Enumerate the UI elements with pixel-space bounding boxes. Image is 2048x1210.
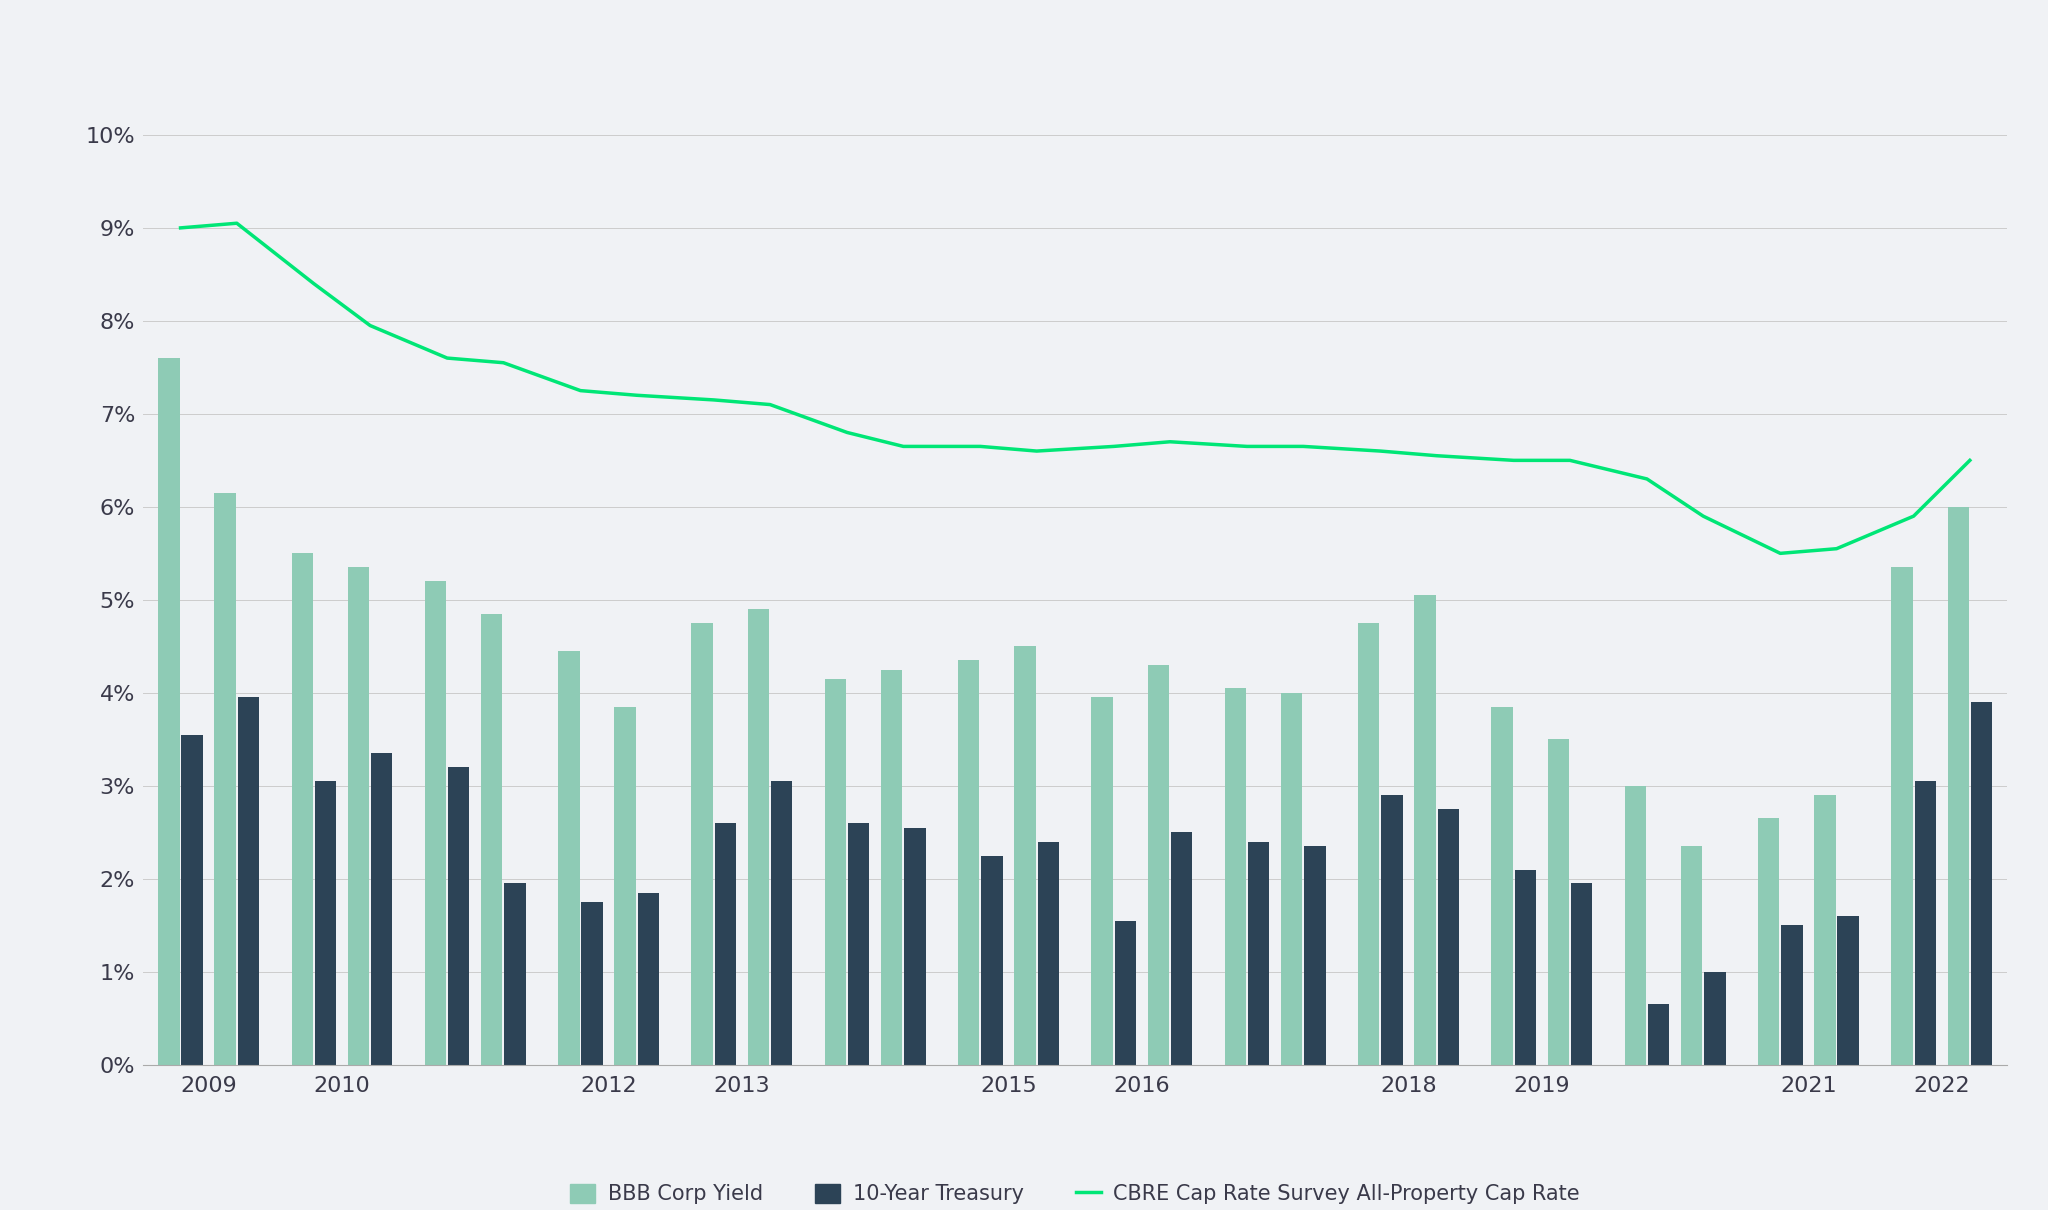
Bar bbox=[748, 609, 770, 1065]
Bar bbox=[1114, 921, 1137, 1065]
Bar bbox=[1782, 926, 1802, 1065]
Bar bbox=[1438, 809, 1458, 1065]
Bar bbox=[158, 358, 180, 1065]
Bar bbox=[1915, 782, 1935, 1065]
Bar bbox=[1247, 842, 1270, 1065]
Bar bbox=[1358, 623, 1380, 1065]
Bar bbox=[291, 553, 313, 1065]
Bar bbox=[238, 697, 260, 1065]
Bar bbox=[1948, 507, 1968, 1065]
Bar bbox=[1548, 739, 1569, 1065]
Bar bbox=[1225, 688, 1245, 1065]
Bar bbox=[1280, 693, 1303, 1065]
Bar bbox=[348, 567, 369, 1065]
Legend: BBB Corp Yield, 10-Year Treasury, CBRE Cap Rate Survey All-Property Cap Rate: BBB Corp Yield, 10-Year Treasury, CBRE C… bbox=[561, 1176, 1589, 1210]
Bar bbox=[848, 823, 870, 1065]
Bar bbox=[614, 707, 635, 1065]
Bar bbox=[881, 669, 903, 1065]
Bar bbox=[424, 581, 446, 1065]
Bar bbox=[215, 492, 236, 1065]
Bar bbox=[1092, 697, 1112, 1065]
Bar bbox=[1305, 846, 1325, 1065]
Bar bbox=[905, 828, 926, 1065]
Bar bbox=[1571, 883, 1591, 1065]
Bar bbox=[1681, 846, 1702, 1065]
Bar bbox=[1147, 666, 1169, 1065]
Bar bbox=[504, 883, 526, 1065]
Bar bbox=[637, 893, 659, 1065]
Bar bbox=[1757, 818, 1780, 1065]
Bar bbox=[1415, 595, 1436, 1065]
Bar bbox=[1624, 785, 1647, 1065]
Bar bbox=[1516, 870, 1536, 1065]
Bar bbox=[1171, 832, 1192, 1065]
Bar bbox=[958, 661, 979, 1065]
Bar bbox=[1014, 646, 1036, 1065]
Bar bbox=[449, 767, 469, 1065]
Bar bbox=[481, 613, 502, 1065]
Bar bbox=[582, 903, 602, 1065]
Bar bbox=[1837, 916, 1860, 1065]
Bar bbox=[1970, 702, 1993, 1065]
Bar bbox=[1380, 795, 1403, 1065]
Bar bbox=[182, 734, 203, 1065]
Bar bbox=[692, 623, 713, 1065]
Bar bbox=[559, 651, 580, 1065]
Bar bbox=[1815, 795, 1835, 1065]
Bar bbox=[1491, 707, 1513, 1065]
Bar bbox=[715, 823, 735, 1065]
Bar bbox=[1704, 972, 1726, 1065]
Bar bbox=[1649, 1004, 1669, 1065]
Bar bbox=[371, 754, 393, 1065]
Bar bbox=[770, 782, 793, 1065]
Bar bbox=[315, 782, 336, 1065]
Bar bbox=[1038, 842, 1059, 1065]
Bar bbox=[981, 855, 1004, 1065]
Bar bbox=[1890, 567, 1913, 1065]
Bar bbox=[825, 679, 846, 1065]
